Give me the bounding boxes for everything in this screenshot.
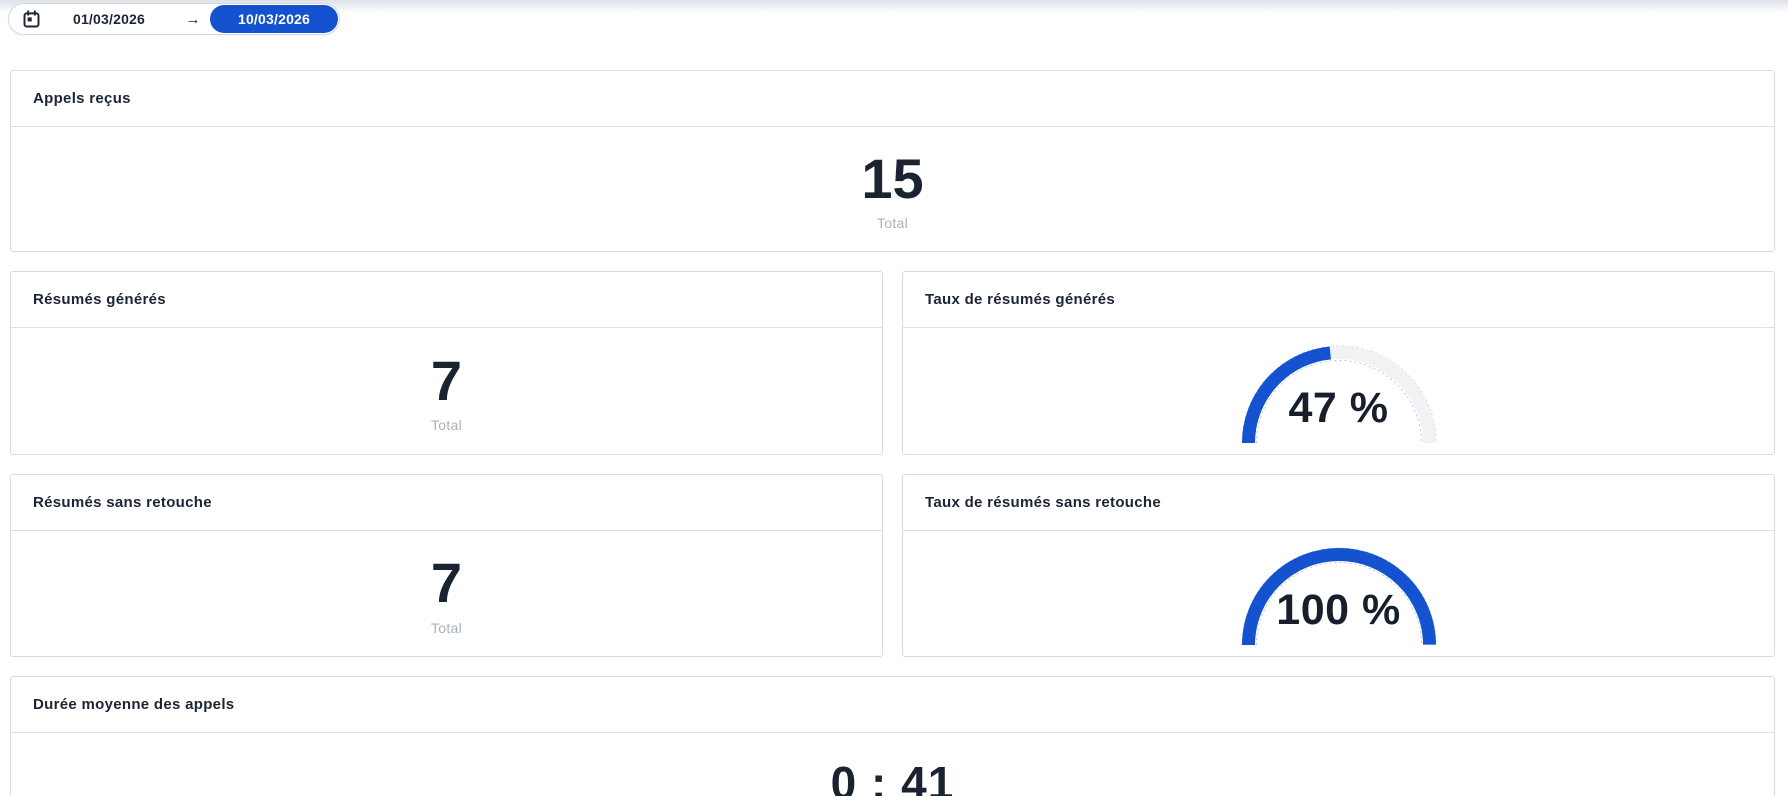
end-date-field[interactable]: 10/03/2026: [210, 5, 338, 33]
gauge-chart-taux-generes: 47 %: [1237, 342, 1441, 445]
stat-value-duree-moyenne: 0 : 41: [830, 757, 955, 796]
stat-value-resumes-sans-retouche: 7: [430, 551, 463, 615]
card-title: Taux de résumés générés: [903, 272, 1774, 328]
gauge-percent-label: 47 %: [1288, 384, 1389, 432]
gauge-percent-label: 100 %: [1276, 586, 1401, 634]
stat-caption: Total: [430, 619, 463, 636]
card-title: Appels reçus: [11, 71, 1774, 127]
stat-caption: Total: [430, 417, 463, 434]
card-taux-resumes-generes: Taux de résumés générés 47 %: [902, 271, 1775, 455]
dashboard-cards: Appels reçus 15 Total Résumés générés 7 …: [10, 70, 1775, 796]
stat-value-appels-recus: 15: [861, 146, 924, 210]
card-title: Résumés sans retouche: [11, 475, 882, 531]
gauge-arc-svg: [1241, 547, 1436, 646]
arrow-right-icon: →: [185, 10, 201, 28]
gauge-chart-taux-sans-retouche: 100 %: [1237, 544, 1441, 647]
card-appels-recus: Appels reçus 15 Total: [10, 70, 1775, 252]
calendar-icon[interactable]: [21, 9, 42, 30]
card-title: Taux de résumés sans retouche: [903, 475, 1774, 531]
stat-value-resumes-generes: 7: [430, 348, 463, 412]
start-date-field[interactable]: 01/03/2026: [72, 11, 146, 27]
card-resumes-sans-retouche: Résumés sans retouche 7 Total: [10, 474, 883, 657]
card-resumes-generes: Résumés générés 7 Total: [10, 271, 883, 455]
card-taux-resumes-sans-retouche: Taux de résumés sans retouche 100 %: [902, 474, 1775, 657]
card-title: Durée moyenne des appels: [11, 677, 1774, 733]
top-shadow-fade: [0, 0, 1788, 13]
date-range-picker[interactable]: 01/03/2026 → 10/03/2026: [8, 3, 340, 35]
card-title: Résumés générés: [11, 272, 882, 328]
stat-caption: Total: [876, 215, 909, 232]
card-duree-moyenne: Durée moyenne des appels 0 : 41: [10, 676, 1775, 796]
gauge-arc-svg: [1241, 345, 1436, 444]
